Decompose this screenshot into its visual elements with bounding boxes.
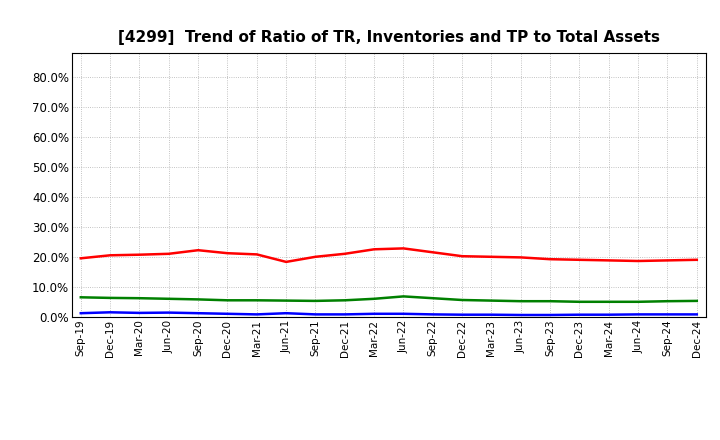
- Inventories: [663, 312, 672, 317]
- Inventories: [605, 312, 613, 317]
- Inventories: [428, 312, 437, 317]
- Trade Payables: [76, 295, 85, 300]
- Trade Payables: [428, 296, 437, 301]
- Inventories: [76, 311, 85, 316]
- Trade Payables: [253, 297, 261, 303]
- Trade Receivables: [399, 246, 408, 251]
- Inventories: [311, 312, 320, 317]
- Trade Payables: [311, 298, 320, 304]
- Inventories: [399, 311, 408, 316]
- Inventories: [693, 312, 701, 317]
- Trade Receivables: [311, 254, 320, 260]
- Trade Receivables: [487, 254, 496, 260]
- Trade Payables: [516, 299, 525, 304]
- Trade Receivables: [370, 247, 379, 252]
- Trade Payables: [282, 298, 290, 303]
- Trade Payables: [194, 297, 202, 302]
- Trade Payables: [546, 299, 554, 304]
- Trade Payables: [634, 299, 642, 304]
- Trade Receivables: [282, 259, 290, 264]
- Inventories: [546, 312, 554, 318]
- Trade Payables: [106, 295, 114, 301]
- Trade Payables: [370, 296, 379, 301]
- Trade Receivables: [458, 253, 467, 259]
- Trade Receivables: [663, 258, 672, 263]
- Inventories: [282, 311, 290, 316]
- Inventories: [194, 311, 202, 316]
- Trade Receivables: [546, 257, 554, 262]
- Title: [4299]  Trend of Ratio of TR, Inventories and TP to Total Assets: [4299] Trend of Ratio of TR, Inventories…: [118, 29, 660, 45]
- Trade Receivables: [575, 257, 584, 262]
- Trade Payables: [487, 298, 496, 303]
- Line: Trade Receivables: Trade Receivables: [81, 249, 697, 262]
- Trade Receivables: [693, 257, 701, 262]
- Inventories: [106, 310, 114, 315]
- Trade Payables: [399, 294, 408, 299]
- Trade Receivables: [341, 251, 349, 257]
- Trade Payables: [693, 298, 701, 304]
- Line: Inventories: Inventories: [81, 312, 697, 315]
- Inventories: [223, 311, 232, 316]
- Inventories: [164, 310, 173, 315]
- Inventories: [341, 312, 349, 317]
- Trade Receivables: [106, 253, 114, 258]
- Line: Trade Payables: Trade Payables: [81, 297, 697, 302]
- Trade Receivables: [253, 252, 261, 257]
- Trade Receivables: [76, 256, 85, 261]
- Inventories: [487, 312, 496, 317]
- Trade Payables: [135, 296, 144, 301]
- Trade Receivables: [223, 250, 232, 256]
- Inventories: [634, 312, 642, 317]
- Trade Receivables: [428, 249, 437, 255]
- Inventories: [575, 312, 584, 317]
- Trade Receivables: [135, 252, 144, 257]
- Inventories: [370, 311, 379, 316]
- Trade Payables: [663, 299, 672, 304]
- Trade Receivables: [164, 251, 173, 257]
- Inventories: [458, 312, 467, 317]
- Inventories: [516, 312, 525, 318]
- Trade Payables: [458, 297, 467, 303]
- Trade Payables: [164, 296, 173, 301]
- Inventories: [253, 312, 261, 317]
- Trade Receivables: [516, 255, 525, 260]
- Trade Payables: [223, 297, 232, 303]
- Trade Payables: [605, 299, 613, 304]
- Trade Receivables: [194, 248, 202, 253]
- Trade Receivables: [634, 258, 642, 264]
- Trade Payables: [341, 297, 349, 303]
- Trade Receivables: [605, 258, 613, 263]
- Trade Payables: [575, 299, 584, 304]
- Inventories: [135, 310, 144, 315]
